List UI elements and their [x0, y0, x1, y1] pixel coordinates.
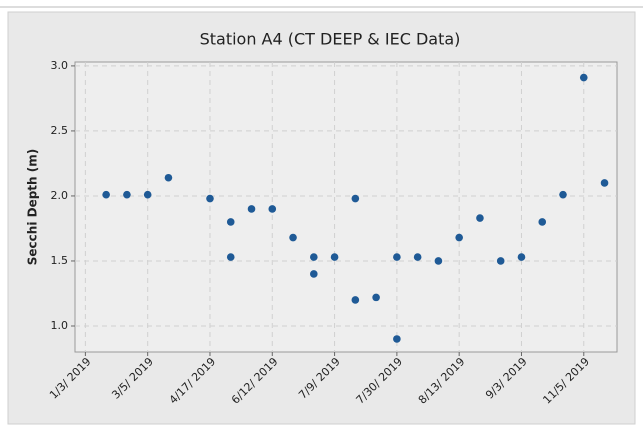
data-point: [123, 190, 131, 199]
plot-area: [74, 61, 618, 353]
data-point: [455, 233, 463, 242]
data-point: [226, 218, 235, 226]
data-point: [164, 173, 173, 182]
data-point: [600, 179, 609, 187]
y-tick-label: 2.0: [51, 189, 69, 202]
data-point: [579, 73, 588, 82]
y-tick-label: 3.0: [51, 59, 69, 72]
chart-title: Station A4 (CT DEEP & IEC Data): [200, 30, 461, 49]
data-point: [413, 253, 422, 261]
data-point: [289, 233, 297, 242]
data-point: [310, 270, 318, 278]
data-point: [434, 257, 443, 265]
data-point: [226, 253, 235, 261]
data-point: [393, 253, 401, 261]
y-tick-label: 1.0: [51, 319, 69, 332]
data-point: [559, 190, 567, 199]
data-point: [393, 335, 401, 343]
y-axis-label: Secchi Depth (m): [26, 149, 40, 265]
data-point: [310, 253, 318, 261]
data-point: [330, 253, 339, 261]
data-point: [351, 296, 360, 304]
data-point: [247, 205, 256, 213]
data-point: [143, 190, 152, 199]
y-tick-label: 2.5: [51, 124, 69, 137]
data-point: [102, 190, 110, 199]
data-point: [476, 214, 484, 222]
data-point: [538, 218, 547, 226]
data-point: [268, 205, 277, 213]
data-point: [496, 257, 505, 265]
data-point: [372, 293, 380, 302]
data-point: [351, 194, 360, 203]
data-point: [206, 194, 214, 203]
y-tick-label: 1.5: [51, 254, 69, 267]
data-point: [517, 253, 526, 261]
